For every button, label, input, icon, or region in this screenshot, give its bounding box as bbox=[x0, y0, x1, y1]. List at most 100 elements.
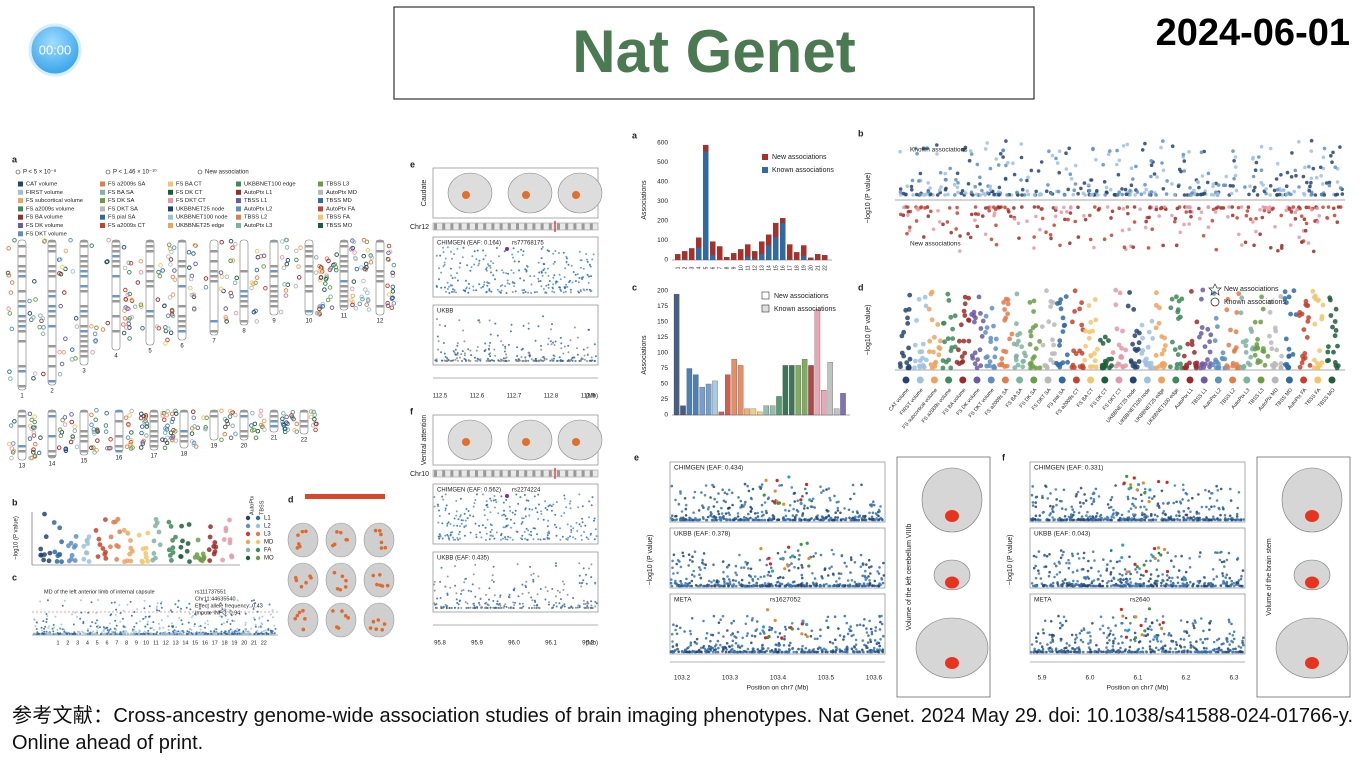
chromosome-band bbox=[210, 330, 218, 333]
ideogram bbox=[432, 222, 599, 231]
association-dot bbox=[32, 424, 38, 430]
x-tick-label: 3 bbox=[689, 266, 695, 269]
plot-dot bbox=[238, 613, 241, 616]
plot-dot bbox=[1001, 148, 1005, 153]
plot-dot bbox=[224, 614, 227, 617]
bar-known bbox=[780, 218, 786, 260]
chromosome-band bbox=[340, 265, 348, 268]
plot-dot bbox=[1331, 150, 1335, 155]
association-dot bbox=[37, 324, 42, 330]
plot-dot bbox=[439, 254, 442, 257]
plot-dot bbox=[1188, 205, 1192, 209]
plot-dot bbox=[1162, 205, 1167, 209]
plot-dot bbox=[569, 288, 572, 291]
plot-dot bbox=[1192, 350, 1197, 355]
plot-dot bbox=[923, 303, 929, 309]
chromosome-band bbox=[80, 440, 88, 443]
plot-dot bbox=[140, 546, 146, 552]
plot-dot bbox=[795, 508, 799, 512]
plot-dot bbox=[528, 508, 531, 511]
plot-dot bbox=[558, 356, 561, 359]
plot-dot bbox=[1271, 206, 1275, 211]
association-dot bbox=[31, 430, 37, 435]
plot-dot bbox=[437, 348, 440, 351]
association-dot bbox=[229, 293, 234, 299]
plot-dot bbox=[483, 349, 486, 352]
plot-dot bbox=[451, 290, 453, 293]
plot-dot bbox=[71, 544, 77, 550]
plot-dot bbox=[91, 633, 94, 635]
plot-dot bbox=[521, 606, 524, 609]
association-dot bbox=[58, 433, 64, 439]
plot-dot bbox=[945, 291, 951, 297]
plot-dot bbox=[550, 343, 553, 346]
plot-dot bbox=[1332, 213, 1337, 218]
plot-dot bbox=[992, 211, 997, 215]
association-dot bbox=[326, 258, 331, 264]
plot-dot bbox=[193, 623, 196, 626]
plot-dot bbox=[532, 527, 535, 530]
association-dot bbox=[369, 255, 374, 260]
plot-dot bbox=[719, 518, 723, 522]
brain-highlight bbox=[522, 191, 530, 199]
plot-dot bbox=[533, 599, 536, 602]
plot-dot bbox=[983, 206, 988, 210]
association-dot bbox=[139, 411, 144, 417]
bar bbox=[718, 411, 725, 416]
plot-dot bbox=[1267, 309, 1273, 315]
x-tick-label: 4 bbox=[696, 266, 702, 269]
plot-dot bbox=[552, 359, 555, 362]
plot-dot bbox=[1309, 180, 1313, 185]
plot-dot bbox=[472, 607, 474, 609]
association-dot bbox=[95, 438, 100, 443]
plot-dot bbox=[250, 599, 253, 602]
plot-dot bbox=[85, 633, 88, 635]
chromosome-band bbox=[376, 305, 384, 308]
plot-dot bbox=[1168, 305, 1174, 311]
plot-dot bbox=[579, 289, 582, 291]
plot-dot bbox=[143, 551, 149, 556]
category-dot bbox=[1314, 376, 1322, 384]
plot-dot bbox=[931, 227, 936, 232]
plot-dot bbox=[188, 631, 191, 633]
plot-dot bbox=[116, 544, 121, 550]
plot-dot bbox=[1318, 165, 1323, 170]
plot-dot bbox=[1265, 353, 1271, 359]
association-dot bbox=[31, 433, 37, 438]
plot-dot bbox=[452, 524, 455, 527]
plot-dot bbox=[490, 290, 493, 293]
association-dot bbox=[232, 280, 238, 285]
plot-dot bbox=[90, 601, 93, 604]
association-dot bbox=[283, 237, 289, 243]
category-dot bbox=[945, 376, 953, 384]
plot-dot bbox=[121, 631, 124, 633]
plot-dot bbox=[487, 347, 490, 350]
plot-dot bbox=[739, 518, 742, 521]
plot-dot bbox=[968, 235, 973, 240]
association-dot bbox=[169, 411, 175, 417]
association-dot bbox=[314, 421, 319, 427]
bar bbox=[801, 359, 808, 416]
association-dot bbox=[163, 426, 168, 431]
plot-dot bbox=[1109, 363, 1114, 369]
plot-dot bbox=[492, 274, 495, 277]
association-dot bbox=[203, 425, 208, 430]
association-dot bbox=[391, 262, 397, 268]
association-dot bbox=[6, 245, 11, 251]
plot-dot bbox=[63, 628, 66, 631]
association-dot bbox=[165, 408, 171, 414]
timer-button[interactable] bbox=[28, 23, 82, 77]
plot-dot bbox=[1184, 205, 1189, 209]
plot-dot bbox=[81, 543, 87, 549]
association-dot bbox=[233, 412, 238, 418]
plot-dot bbox=[901, 191, 906, 196]
plot-dot bbox=[734, 571, 737, 574]
plot-dot bbox=[56, 552, 62, 557]
plot-dot bbox=[47, 627, 50, 630]
plot-dot bbox=[455, 598, 458, 601]
plot-dot bbox=[461, 360, 463, 362]
plot-dot bbox=[463, 512, 466, 515]
plot-dot bbox=[133, 611, 136, 613]
plot-dot bbox=[486, 506, 489, 509]
plot-dot bbox=[1048, 232, 1053, 237]
